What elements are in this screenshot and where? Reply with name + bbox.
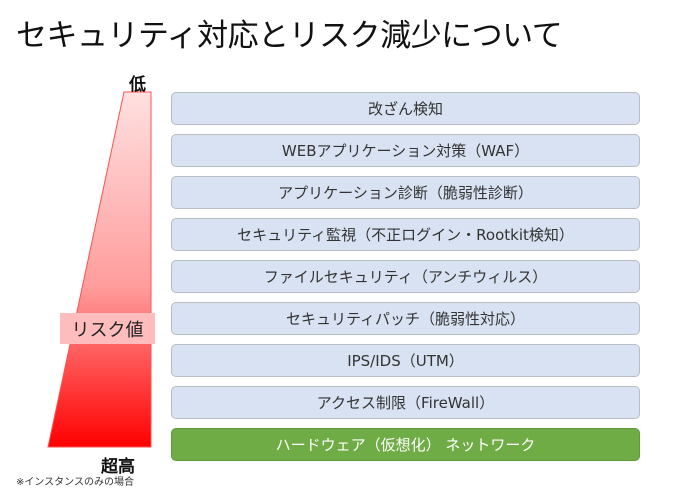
low-risk-label: 低 [129,75,146,95]
risk-value-label: リスク値 [60,313,155,344]
layer-waf: WEBアプリケーション対策（WAF） [171,134,640,167]
layer-hardware-network: ハードウェア（仮想化） ネットワーク [171,428,640,461]
layer-antivirus: ファイルセキュリティ（アンチウィルス） [171,260,640,293]
risk-wedge [47,91,152,448]
footnote: ※インスタンスのみの場合 [16,477,134,488]
layer-firewall: アクセス制限（FireWall） [171,386,640,419]
layer-tamper-detection: 改ざん検知 [171,92,640,125]
layer-app-diagnosis: アプリケーション診断（脆弱性診断） [171,176,640,209]
layer-ips-ids: IPS/IDS（UTM） [171,344,640,377]
high-risk-label: 超高 [101,457,135,477]
layer-security-monitoring: セキュリティ監視（不正ログイン・Rootkit検知） [171,218,640,251]
layer-security-patch: セキュリティパッチ（脆弱性対応） [171,302,640,335]
page-title: セキュリティ対応とリスク減少について [16,18,563,54]
